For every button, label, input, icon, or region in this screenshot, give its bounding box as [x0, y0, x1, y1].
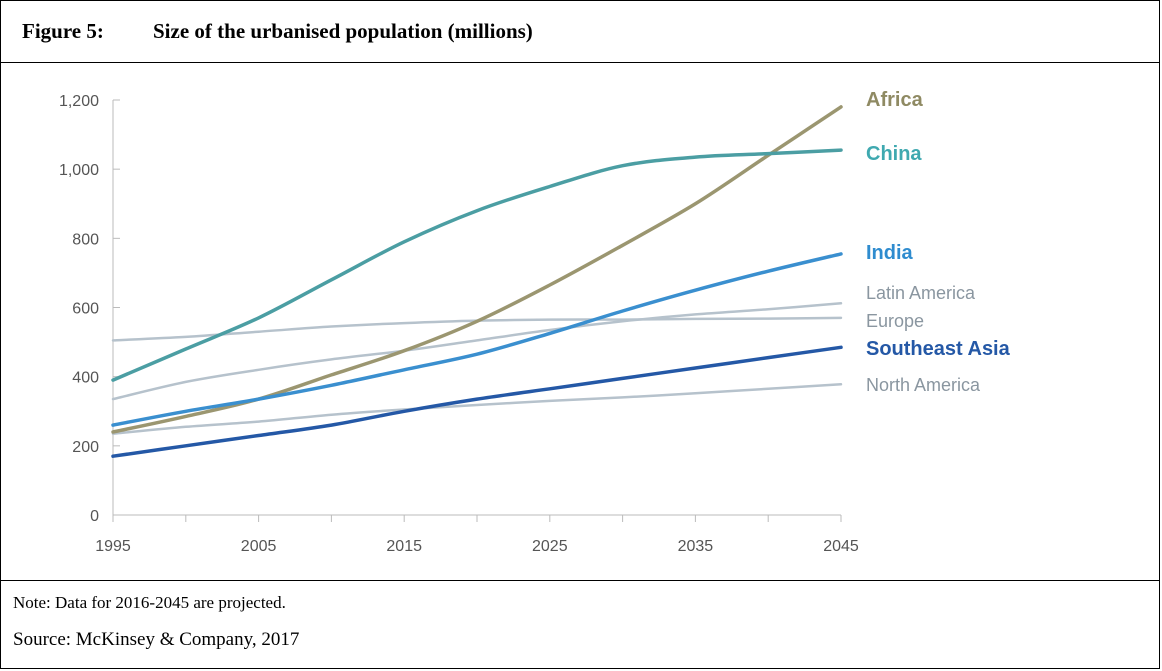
x-tick-label: 2045 — [823, 538, 859, 555]
series-label-latin-america: Latin America — [866, 283, 976, 303]
series-label-india: India — [866, 242, 914, 264]
y-tick-label: 800 — [72, 231, 99, 248]
footnote-source: Source: McKinsey & Company, 2017 — [13, 629, 300, 650]
series-line-north-america — [111, 383, 843, 435]
x-tick-label: 2015 — [386, 538, 422, 555]
series-line-latin-america — [111, 302, 843, 401]
figure-number: Figure 5: — [22, 19, 104, 43]
series-label-china: China — [866, 143, 922, 165]
series-label-southeast-asia: Southeast Asia — [866, 338, 1011, 360]
x-tick-label: 2035 — [678, 538, 714, 555]
line-chart: 0 200 400 600 800 1,000 1,200 1995 2005 2015 2025 2… — [59, 89, 1011, 555]
series-label-north-america: North America — [866, 375, 981, 395]
chart-area: 0 200 400 600 800 1,000 1,200 1995 2005 2015 2025 2… — [1, 63, 1159, 581]
y-tick-label: 200 — [72, 439, 99, 456]
x-tick-label: 1995 — [95, 538, 131, 555]
series-label-europe: Europe — [866, 311, 924, 331]
y-tick-label: 600 — [72, 301, 99, 318]
y-tick-label: 0 — [90, 508, 99, 525]
series-label-africa: Africa — [866, 89, 924, 111]
x-tick-label: 2005 — [241, 538, 277, 555]
series-line-china — [111, 148, 843, 382]
x-tick-label: 2025 — [532, 538, 568, 555]
y-tick-label: 1,000 — [59, 162, 99, 179]
series-line-southeast-asia — [111, 345, 843, 458]
y-tick-label: 400 — [72, 370, 99, 387]
series-line-india — [111, 252, 843, 427]
figure-header: Figure 5: Size of the urbanised populati… — [1, 1, 1159, 63]
figure-title: Size of the urbanised population (millio… — [153, 19, 533, 43]
footnote-note: Note: Data for 2016-2045 are projected. — [13, 593, 286, 612]
y-tick-label: 1,200 — [59, 93, 99, 110]
